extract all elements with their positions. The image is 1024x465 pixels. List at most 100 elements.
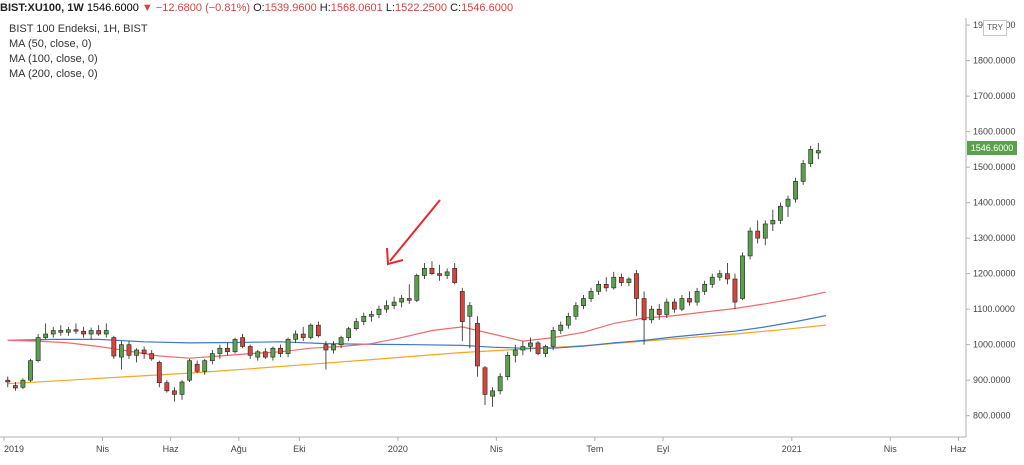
candle[interactable] [437, 264, 442, 281]
candle[interactable] [308, 323, 314, 340]
candle[interactable] [43, 323, 49, 340]
candle[interactable] [376, 305, 382, 319]
currency-badge[interactable]: TRY [983, 20, 1007, 36]
annotation-arrow[interactable] [386, 199, 441, 266]
candle[interactable] [740, 252, 745, 301]
candle[interactable] [573, 302, 579, 320]
candle[interactable] [475, 316, 480, 377]
candle[interactable] [785, 195, 791, 217]
candle[interactable] [588, 287, 594, 303]
candle[interactable] [520, 341, 526, 356]
candle[interactable] [270, 346, 276, 361]
candle[interactable] [664, 298, 670, 319]
candle[interactable] [187, 358, 192, 382]
legend-title[interactable]: BIST 100 Endeksi, 1H, BIST [9, 23, 148, 35]
candle[interactable] [671, 298, 677, 313]
candle[interactable] [565, 312, 571, 329]
candle[interactable] [126, 341, 132, 359]
candle[interactable] [497, 373, 503, 395]
candle[interactable] [172, 387, 177, 402]
candle[interactable] [338, 335, 344, 349]
candle[interactable] [778, 202, 783, 224]
candle[interactable] [20, 378, 26, 390]
candle[interactable] [300, 326, 306, 342]
candle[interactable] [725, 263, 730, 285]
candle[interactable] [581, 294, 586, 310]
candle[interactable] [209, 350, 215, 365]
candle[interactable] [5, 376, 11, 388]
candle[interactable] [12, 381, 18, 391]
candle[interactable] [240, 334, 245, 349]
candle[interactable] [535, 341, 541, 356]
candle[interactable] [793, 177, 798, 203]
candle[interactable] [414, 273, 420, 303]
candle[interactable] [353, 318, 359, 331]
candle[interactable] [656, 303, 662, 320]
candle[interactable] [490, 387, 495, 407]
candle[interactable] [399, 294, 405, 308]
candle[interactable] [702, 280, 708, 295]
candle[interactable] [88, 327, 94, 340]
legend-ma200[interactable]: MA (200, close, 0) [9, 68, 98, 80]
candle[interactable] [747, 227, 753, 260]
candle[interactable] [179, 380, 185, 400]
candle[interactable] [368, 310, 374, 322]
candle[interactable] [626, 277, 632, 287]
candle[interactable] [800, 160, 806, 185]
candle[interactable] [596, 280, 602, 295]
candle[interactable] [452, 263, 458, 285]
candle[interactable] [429, 261, 435, 276]
candle[interactable] [717, 270, 723, 281]
candle[interactable] [262, 348, 268, 359]
candle[interactable] [134, 348, 139, 363]
candle[interactable] [315, 321, 321, 338]
candle[interactable] [232, 337, 238, 354]
candle[interactable] [81, 326, 86, 338]
candle[interactable] [247, 344, 253, 359]
candle[interactable] [709, 273, 715, 288]
candle[interactable] [391, 296, 397, 310]
candle[interactable] [156, 360, 162, 388]
candle[interactable] [634, 270, 639, 317]
candle[interactable] [50, 326, 56, 338]
candle[interactable] [285, 337, 291, 358]
candle[interactable] [808, 145, 814, 168]
candle[interactable] [58, 325, 64, 336]
candle[interactable] [558, 321, 564, 335]
candle[interactable] [687, 291, 692, 306]
candle[interactable] [293, 330, 299, 343]
candle[interactable] [361, 312, 367, 326]
candle[interactable] [346, 326, 352, 342]
candle[interactable] [149, 350, 155, 361]
candle[interactable] [755, 220, 761, 244]
candle[interactable] [255, 350, 261, 361]
candle[interactable] [217, 344, 223, 359]
candle[interactable] [225, 342, 230, 356]
candle[interactable] [694, 287, 700, 306]
candle[interactable] [66, 326, 71, 336]
candle[interactable] [141, 346, 147, 359]
candle[interactable] [482, 365, 488, 406]
candle[interactable] [459, 287, 465, 342]
candle[interactable] [649, 305, 655, 324]
candle[interactable] [202, 358, 208, 375]
symbol-label[interactable]: BIST:XU100, 1W [0, 2, 84, 14]
candle[interactable] [550, 326, 556, 351]
candle[interactable] [278, 344, 283, 358]
candle[interactable] [331, 341, 336, 354]
candle[interactable] [543, 344, 548, 358]
candle[interactable] [96, 325, 102, 336]
candle[interactable] [603, 277, 609, 292]
candle[interactable] [194, 360, 200, 374]
candle[interactable] [467, 302, 473, 349]
candle[interactable] [528, 337, 533, 352]
candle[interactable] [28, 358, 33, 382]
candle[interactable] [35, 334, 41, 363]
candle[interactable] [164, 380, 170, 393]
candle[interactable] [641, 291, 647, 345]
candle[interactable] [732, 273, 738, 310]
candle[interactable] [815, 142, 821, 160]
candle[interactable] [679, 294, 685, 311]
candle[interactable] [406, 284, 412, 304]
